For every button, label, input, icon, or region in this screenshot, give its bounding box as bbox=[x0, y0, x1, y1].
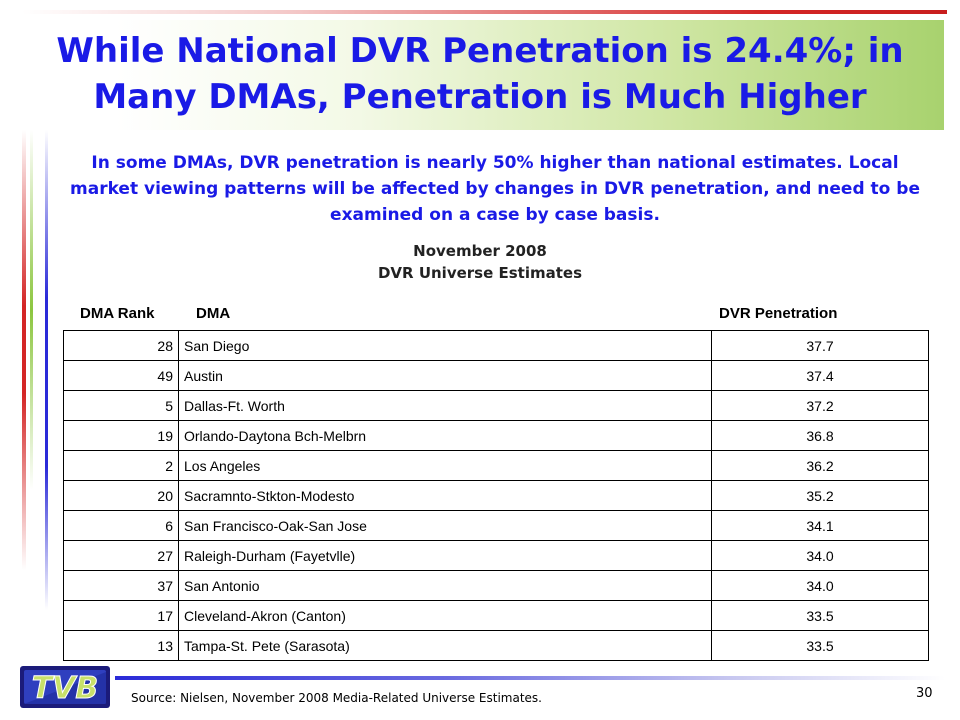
left-decorative-rule-red bbox=[22, 130, 26, 570]
slide-title: While National DVR Penetration is 24.4%;… bbox=[56, 31, 904, 117]
dma-rank-cell: 6 bbox=[63, 510, 179, 541]
tvb-logo: TVB bbox=[20, 666, 110, 708]
table-row: 20 Sacramnto-Stkton-Modesto 35.2 bbox=[63, 480, 929, 511]
dma-rank-cell: 5 bbox=[63, 390, 179, 421]
table-caption-title: DVR Universe Estimates bbox=[377, 264, 583, 282]
dma-name-cell: Austin bbox=[178, 360, 712, 391]
dma-rank-cell: 13 bbox=[63, 630, 179, 661]
dma-name-cell: Dallas-Ft. Worth bbox=[178, 390, 712, 421]
table-row: 19 Orlando-Daytona Bch-Melbrn 36.8 bbox=[63, 420, 929, 451]
dma-name-cell: Los Angeles bbox=[178, 450, 712, 481]
dma-rank-cell: 2 bbox=[63, 450, 179, 481]
dma-name-cell: San Diego bbox=[178, 330, 712, 361]
left-decorative-rule-blue bbox=[45, 130, 48, 610]
dvr-penetration-cell: 33.5 bbox=[711, 630, 929, 661]
dvr-penetration-cell: 37.2 bbox=[711, 390, 929, 421]
dvr-penetration-cell: 36.2 bbox=[711, 450, 929, 481]
dvr-penetration-cell: 34.0 bbox=[711, 570, 929, 601]
table-row: 13 Tampa-St. Pete (Sarasota) 33.5 bbox=[63, 630, 929, 661]
dma-name-cell: Orlando-Daytona Bch-Melbrn bbox=[178, 420, 712, 451]
dvr-penetration-cell: 34.0 bbox=[711, 540, 929, 571]
dvr-penetration-table: 28 San Diego 37.7 49 Austin 37.4 5 Dalla… bbox=[63, 330, 929, 661]
dma-name-cell: Tampa-St. Pete (Sarasota) bbox=[178, 630, 712, 661]
column-header-dvr-penetration: DVR Penetration bbox=[719, 305, 838, 322]
table-row: 49 Austin 37.4 bbox=[63, 360, 929, 391]
dma-name-cell: San Francisco-Oak-San Jose bbox=[178, 510, 712, 541]
table-row: 27 Raleigh-Durham (Fayetvlle) 34.0 bbox=[63, 540, 929, 571]
table-row: 2 Los Angeles 36.2 bbox=[63, 450, 929, 481]
source-note: Source: Nielsen, November 2008 Media-Rel… bbox=[131, 691, 542, 705]
dvr-penetration-cell: 35.2 bbox=[711, 480, 929, 511]
dma-rank-cell: 20 bbox=[63, 480, 179, 511]
column-header-dma-rank: DMA Rank bbox=[80, 305, 155, 322]
slide-subtitle: In some DMAs, DVR penetration is nearly … bbox=[70, 153, 920, 225]
dma-name-cell: San Antonio bbox=[178, 570, 712, 601]
column-header-dma: DMA bbox=[196, 305, 231, 322]
dvr-penetration-cell: 37.4 bbox=[711, 360, 929, 391]
dvr-penetration-cell: 37.7 bbox=[711, 330, 929, 361]
table-row: 5 Dallas-Ft. Worth 37.2 bbox=[63, 390, 929, 421]
top-decorative-rule bbox=[22, 10, 947, 14]
dma-rank-cell: 28 bbox=[63, 330, 179, 361]
dma-name-cell: Cleveland-Akron (Canton) bbox=[178, 600, 712, 631]
dma-rank-cell: 49 bbox=[63, 360, 179, 391]
dma-rank-cell: 27 bbox=[63, 540, 179, 571]
dvr-penetration-cell: 33.5 bbox=[711, 600, 929, 631]
table-row: 37 San Antonio 34.0 bbox=[63, 570, 929, 601]
dma-rank-cell: 19 bbox=[63, 420, 179, 451]
title-background-band bbox=[44, 20, 944, 130]
table-caption: November 2008 DVR Universe Estimates bbox=[280, 240, 680, 284]
dma-rank-cell: 17 bbox=[63, 600, 179, 631]
table-row: 17 Cleveland-Akron (Canton) 33.5 bbox=[63, 600, 929, 631]
bottom-decorative-rule bbox=[115, 676, 945, 680]
dvr-penetration-cell: 36.8 bbox=[711, 420, 929, 451]
dma-name-cell: Sacramnto-Stkton-Modesto bbox=[178, 480, 712, 511]
table-caption-date: November 2008 bbox=[413, 242, 547, 260]
dvr-penetration-cell: 34.1 bbox=[711, 510, 929, 541]
left-decorative-rule-green bbox=[30, 130, 33, 490]
table-row: 6 San Francisco-Oak-San Jose 34.1 bbox=[63, 510, 929, 541]
page-number: 30 bbox=[916, 686, 933, 701]
dma-rank-cell: 37 bbox=[63, 570, 179, 601]
table-row: 28 San Diego 37.7 bbox=[63, 330, 929, 361]
tvb-logo-text: TVB bbox=[32, 671, 99, 706]
dma-name-cell: Raleigh-Durham (Fayetvlle) bbox=[178, 540, 712, 571]
